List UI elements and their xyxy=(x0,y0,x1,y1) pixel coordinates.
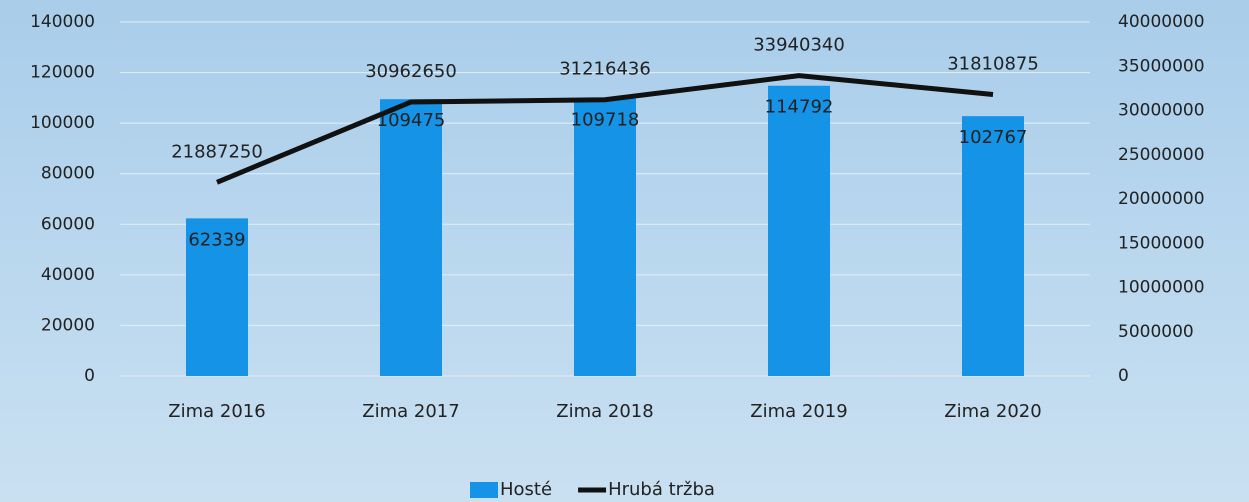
y-tick-label: 100000 xyxy=(30,113,95,133)
x-tick-label: Zima 2017 xyxy=(362,401,459,422)
y-tick-label: 80000 xyxy=(41,164,95,184)
y2-tick-label: 20000000 xyxy=(1118,189,1205,209)
y-tick-label: 0 xyxy=(84,366,95,386)
legend-swatch xyxy=(470,482,498,498)
bar xyxy=(768,85,830,376)
data-label: 31810875 xyxy=(947,53,1039,74)
legend-label: Hrubá tržba xyxy=(608,479,715,500)
y-tick-label: 20000 xyxy=(41,315,95,335)
line xyxy=(216,73,994,185)
y-tick-label: 40000 xyxy=(41,265,95,285)
bar xyxy=(380,99,442,377)
y-tick-label: 60000 xyxy=(41,214,95,234)
legend-label: Hosté xyxy=(500,479,552,500)
y2-tick-label: 30000000 xyxy=(1118,101,1205,121)
bar xyxy=(574,98,636,377)
x-tick-label: Zima 2019 xyxy=(750,401,847,422)
y2-tick-label: 40000000 xyxy=(1118,12,1205,32)
data-label: 109475 xyxy=(377,110,446,131)
data-label: 62339 xyxy=(188,229,245,250)
data-label: 31216436 xyxy=(559,59,651,80)
data-label: 30962650 xyxy=(365,61,457,82)
data-label: 109718 xyxy=(571,110,640,131)
y2-tick-label: 5000000 xyxy=(1118,322,1194,342)
y2-tick-label: 35000000 xyxy=(1118,56,1205,76)
data-label: 21887250 xyxy=(171,141,263,162)
y2-tick-label: 0 xyxy=(1118,366,1129,386)
x-tick-label: Zima 2020 xyxy=(944,401,1041,422)
data-label: 114792 xyxy=(765,97,834,118)
data-label: 102767 xyxy=(959,127,1028,148)
data-label: 33940340 xyxy=(753,35,845,56)
x-tick-label: Zima 2016 xyxy=(168,401,265,422)
y2-tick-label: 15000000 xyxy=(1118,233,1205,253)
bar xyxy=(186,218,248,376)
y-tick-label: 140000 xyxy=(30,12,95,32)
x-tick-label: Zima 2018 xyxy=(556,401,653,422)
y-tick-label: 120000 xyxy=(30,63,95,83)
y2-tick-label: 10000000 xyxy=(1118,278,1205,298)
bar xyxy=(962,116,1024,376)
y2-tick-label: 25000000 xyxy=(1118,145,1205,165)
